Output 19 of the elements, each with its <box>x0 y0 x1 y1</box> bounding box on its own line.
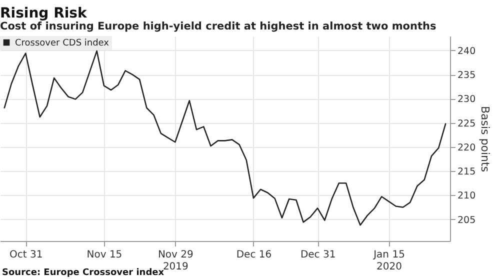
chart-title: Rising Risk <box>0 6 88 22</box>
line-series <box>4 50 446 226</box>
y-tick-label: 205 <box>458 214 476 226</box>
x-tick-label: Jan 15 2020 <box>372 250 405 272</box>
y-tick-label: 225 <box>458 118 476 130</box>
y-tick-label: 220 <box>458 142 476 154</box>
chart-subtitle: Cost of insuring Europe high-yield credit at highest in almost two months <box>0 20 436 32</box>
y-tick-label: 215 <box>458 166 476 178</box>
x-tick-label: Dec 31 <box>300 250 336 260</box>
x-tick-label: Oct 31 <box>10 250 43 260</box>
y-tick-label: 235 <box>458 70 476 82</box>
y-tick-label: 230 <box>458 94 476 106</box>
legend-label: Crossover CDS index <box>15 38 110 48</box>
y-tick-label: 210 <box>458 190 476 202</box>
y-axis-title: Basis points <box>478 106 492 172</box>
source-note: Source: Europe Crossover index <box>2 268 164 278</box>
x-tick-label: Nov 15 <box>86 250 122 260</box>
x-tick-label: Dec 16 <box>236 250 272 260</box>
y-tick-label: 240 <box>458 46 476 57</box>
